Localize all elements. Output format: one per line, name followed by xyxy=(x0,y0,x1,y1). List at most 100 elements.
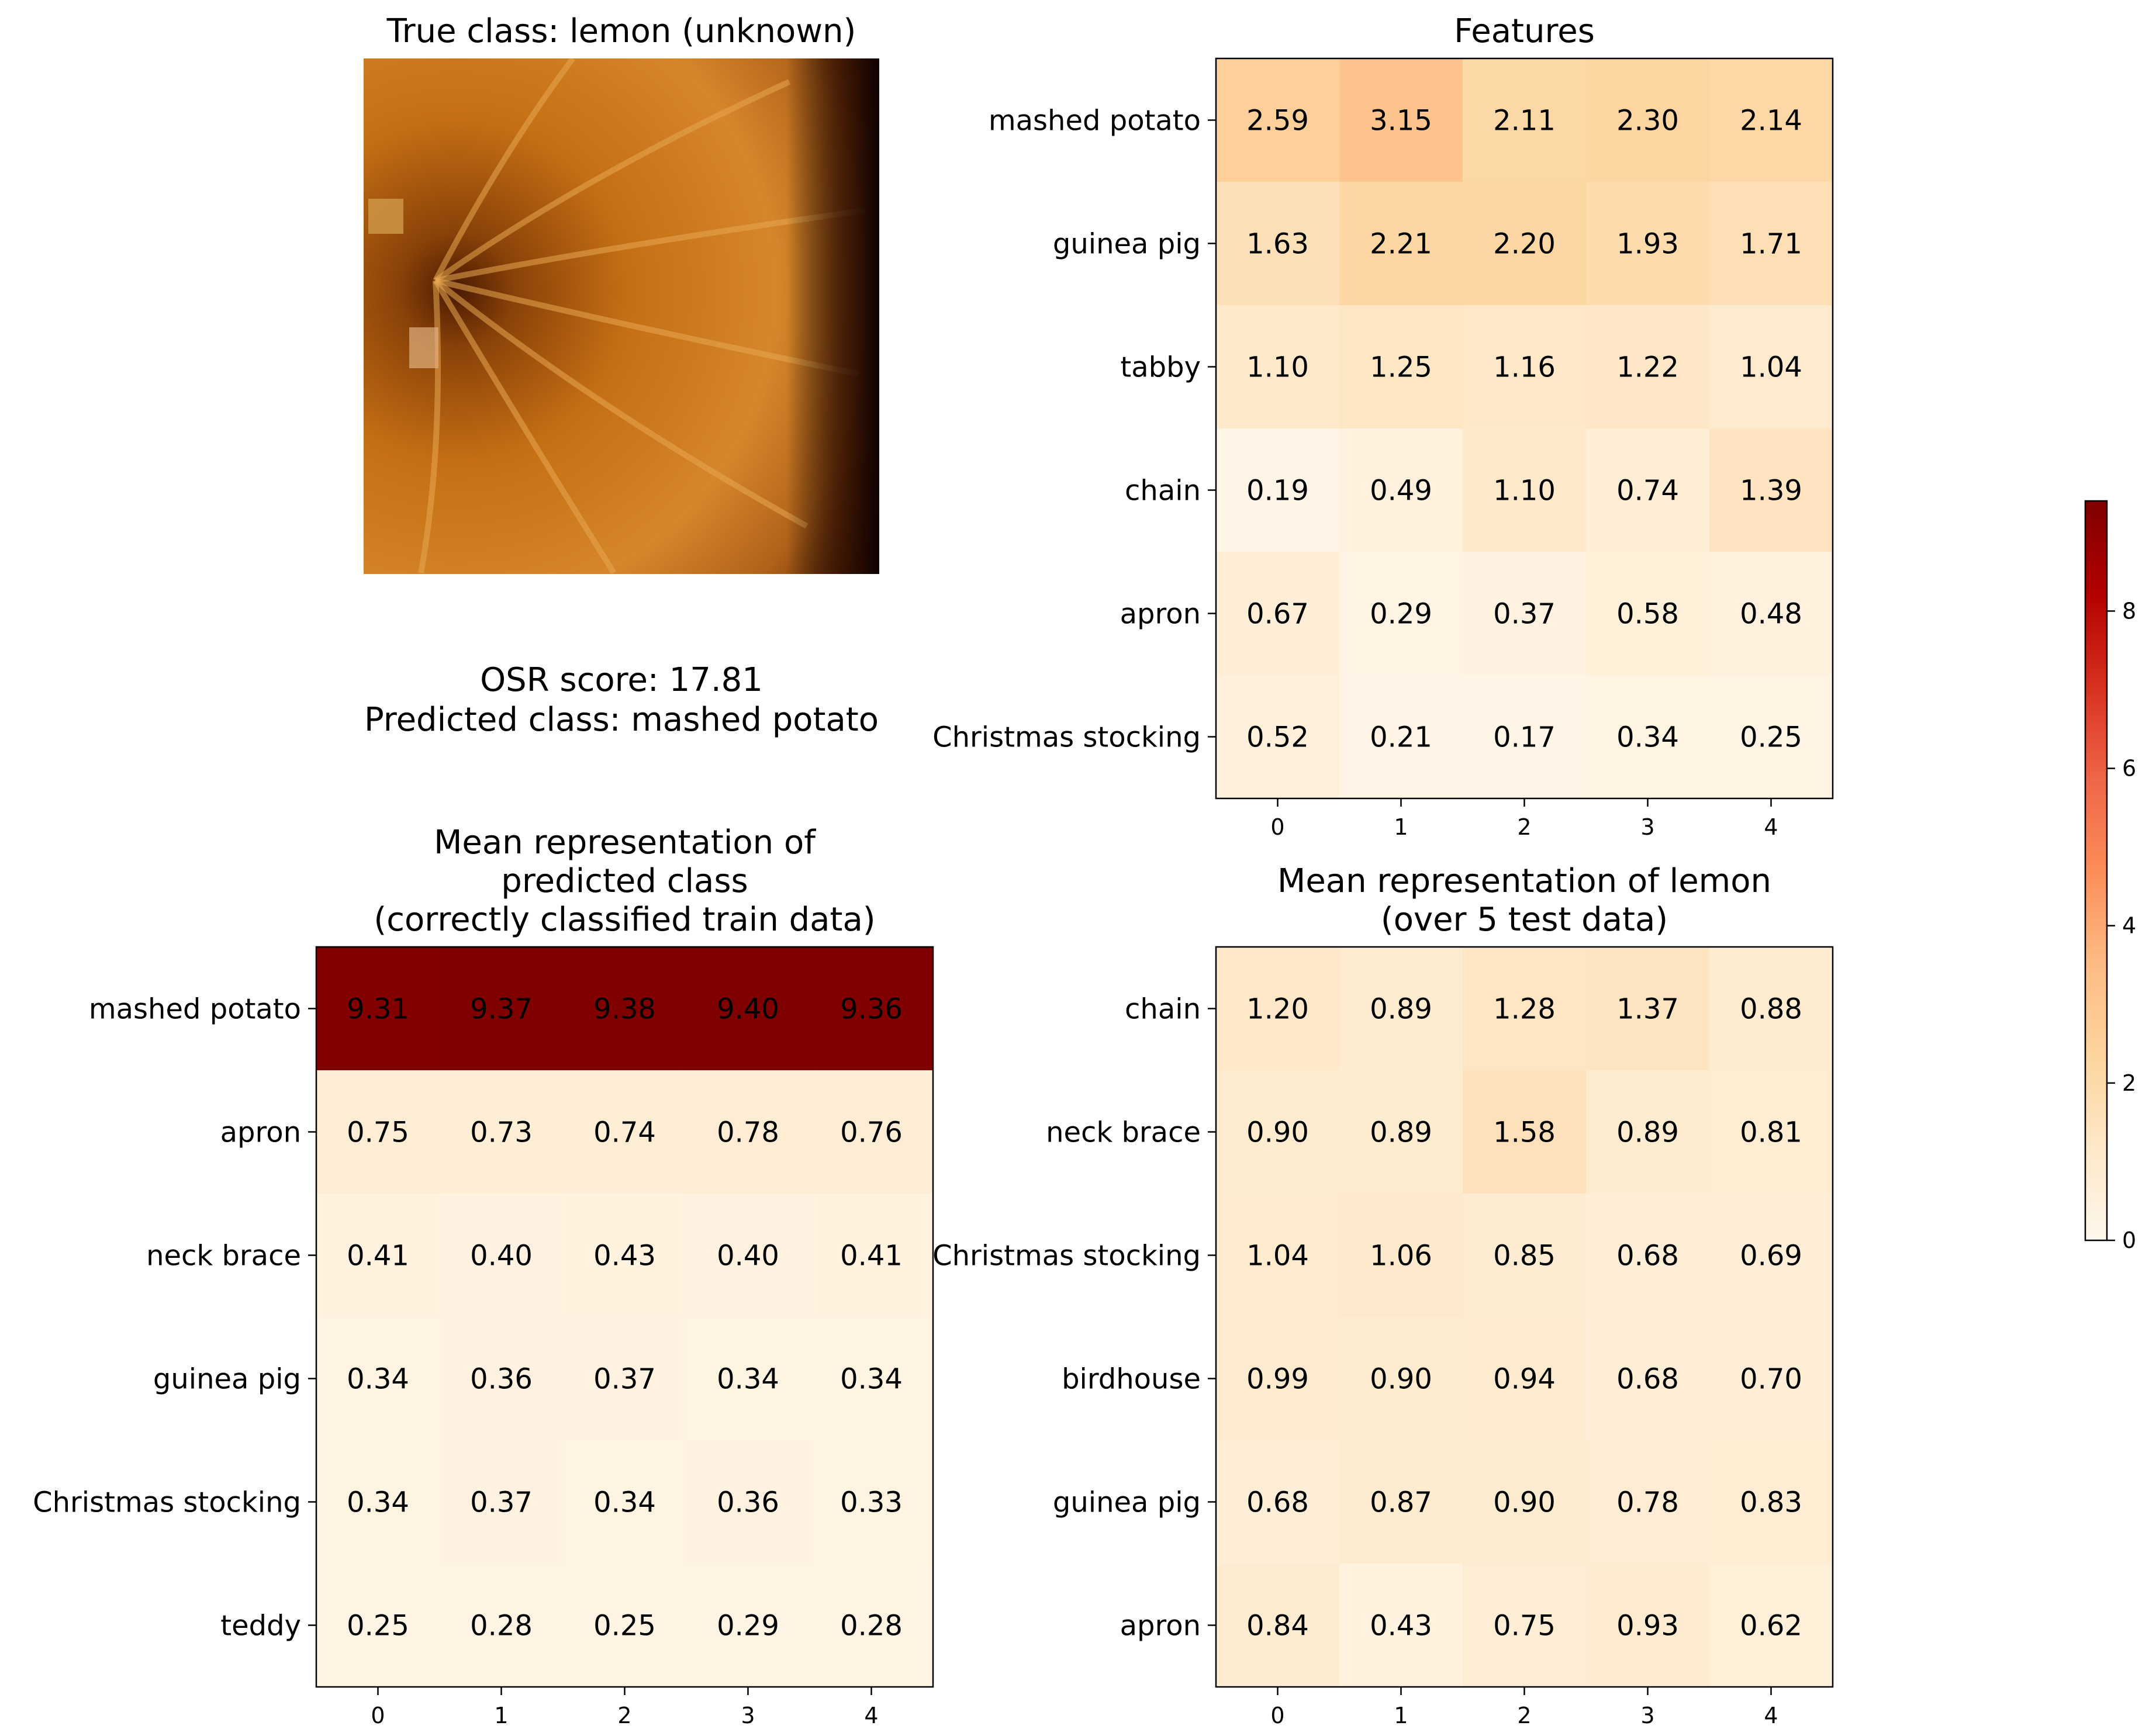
heatmap-cell xyxy=(1463,1070,1586,1194)
cell-value-label: 9.38 xyxy=(593,993,656,1026)
cell-value-label: 2.11 xyxy=(1493,105,1556,137)
cell-value-label: 0.88 xyxy=(1740,993,1802,1026)
heatmap-cell xyxy=(1586,1194,1709,1317)
cell-value-label: 1.25 xyxy=(1370,351,1432,384)
heatmap-cell xyxy=(440,1440,563,1564)
heatmap-cell xyxy=(1339,182,1463,305)
colorbar-tick-label: 0 xyxy=(2122,1227,2136,1253)
cell-value-label: 1.39 xyxy=(1740,475,1802,507)
cell-value-label: 0.78 xyxy=(1616,1486,1679,1519)
x-tick-label: 3 xyxy=(1640,1703,1654,1728)
colorbar-gradient xyxy=(2084,500,2108,1242)
cell-value-label: 0.70 xyxy=(1740,1363,1802,1396)
heatmap-cell xyxy=(1339,1440,1463,1564)
cell-value-label: 0.69 xyxy=(1740,1240,1802,1272)
cell-value-label: 0.29 xyxy=(1370,598,1432,631)
cell-value-label: 0.84 xyxy=(1246,1610,1309,1642)
cell-value-label: 1.10 xyxy=(1493,475,1556,507)
heatmap-cell xyxy=(1339,58,1463,182)
y-tick-label-guinea-pig: guinea pig xyxy=(153,1363,301,1396)
heatmap-cell xyxy=(1709,552,1833,675)
cell-value-label: 0.68 xyxy=(1246,1486,1309,1519)
cell-value-label: 2.30 xyxy=(1616,105,1679,137)
cell-value-label: 0.78 xyxy=(717,1116,779,1149)
cell-value-label: 2.14 xyxy=(1740,105,1802,137)
heatmap-cell xyxy=(1709,1194,1833,1317)
heatmap-cell xyxy=(686,1070,810,1194)
heatmap-cell xyxy=(810,1194,933,1317)
cell-value-label: 0.68 xyxy=(1616,1240,1679,1272)
heatmap-cell xyxy=(1216,1317,1339,1440)
heatmap-cell xyxy=(1709,1440,1833,1564)
heatmap-cell xyxy=(563,1317,686,1440)
predicted-class-text: Predicted class: mashed potato xyxy=(364,701,879,739)
cell-value-label: 1.63 xyxy=(1246,228,1309,261)
heatmap-cell xyxy=(563,947,686,1070)
x-tick-label: 0 xyxy=(371,1703,385,1728)
heatmap-title-line: predicted class xyxy=(501,862,748,900)
cell-value-label: 9.36 xyxy=(840,993,903,1026)
heatmap-cell xyxy=(1463,305,1586,428)
cell-value-label: 0.52 xyxy=(1246,721,1309,754)
image-title: True class: lemon (unknown) xyxy=(386,12,856,50)
cell-value-label: 0.37 xyxy=(470,1486,533,1519)
x-tick-label: 0 xyxy=(1270,814,1284,840)
lemon-image xyxy=(364,58,879,574)
heatmap-cell xyxy=(1463,1440,1586,1564)
cell-value-label: 1.20 xyxy=(1246,993,1309,1026)
heatmap-cell xyxy=(1339,1070,1463,1194)
cell-value-label: 0.33 xyxy=(840,1486,903,1519)
cell-value-label: 0.73 xyxy=(470,1116,533,1149)
cell-value-label: 0.34 xyxy=(347,1486,409,1519)
x-tick-label: 1 xyxy=(1394,1703,1408,1728)
heatmap-cell xyxy=(1216,947,1339,1070)
heatmap-cell xyxy=(563,1194,686,1317)
cell-value-label: 0.28 xyxy=(470,1610,533,1642)
heatmap-cell xyxy=(1339,552,1463,675)
cell-value-label: 0.89 xyxy=(1370,1116,1432,1149)
heatmap-cell xyxy=(1586,58,1709,182)
heatmap-cell xyxy=(563,1070,686,1194)
heatmap-cell xyxy=(686,947,810,1070)
cell-value-label: 0.17 xyxy=(1493,721,1556,754)
heatmap-title-line: (over 5 test data) xyxy=(1381,901,1668,939)
cell-value-label: 1.16 xyxy=(1493,351,1556,384)
cell-value-label: 0.37 xyxy=(593,1363,656,1396)
x-tick-label: 1 xyxy=(1394,814,1408,840)
heatmap-cell xyxy=(1463,182,1586,305)
cell-value-label: 2.59 xyxy=(1246,105,1309,137)
heatmap-cell xyxy=(1463,1194,1586,1317)
heatmap-cell xyxy=(1463,1317,1586,1440)
heatmap-cell xyxy=(440,1194,563,1317)
cell-value-label: 0.36 xyxy=(717,1486,779,1519)
colorbar: 0 2 4 6 8 xyxy=(2084,500,2136,1253)
heatmap-cell xyxy=(686,1440,810,1564)
y-tick-label-neck-brace: neck brace xyxy=(1046,1116,1201,1149)
y-tick-label-christmas-stocking: Christmas stocking xyxy=(932,721,1201,754)
heatmap-cell xyxy=(1216,58,1339,182)
cell-value-label: 0.85 xyxy=(1493,1240,1556,1272)
heatmap-cell xyxy=(1216,1564,1339,1687)
heatmap-title-line: Mean representation of lemon xyxy=(1277,862,1771,900)
heatmap-cell xyxy=(316,1070,440,1194)
cell-value-label: 0.87 xyxy=(1370,1486,1432,1519)
cell-value-label: 0.41 xyxy=(840,1240,903,1272)
heatmap-cell xyxy=(1586,182,1709,305)
heatmap-cell xyxy=(440,1070,563,1194)
cell-value-label: 0.83 xyxy=(1740,1486,1802,1519)
heatmap-cell xyxy=(1709,58,1833,182)
heatmap-cell xyxy=(316,1564,440,1687)
heatmap-cell xyxy=(1586,1440,1709,1564)
y-tick-label-neck-brace: neck brace xyxy=(146,1240,301,1272)
cell-value-label: 0.68 xyxy=(1616,1363,1679,1396)
heatmap-cell xyxy=(1463,947,1586,1070)
heatmap-cell xyxy=(1216,675,1339,798)
heatmap-cell xyxy=(686,1194,810,1317)
colorbar-tick-label: 6 xyxy=(2122,756,2136,781)
cell-value-label: 0.76 xyxy=(840,1116,903,1149)
heatmap-title-line: Mean representation of xyxy=(434,824,816,862)
heatmap-cell xyxy=(1586,305,1709,428)
heatmap-cell xyxy=(1339,305,1463,428)
cell-value-label: 1.93 xyxy=(1616,228,1679,261)
heatmap-cell xyxy=(440,947,563,1070)
